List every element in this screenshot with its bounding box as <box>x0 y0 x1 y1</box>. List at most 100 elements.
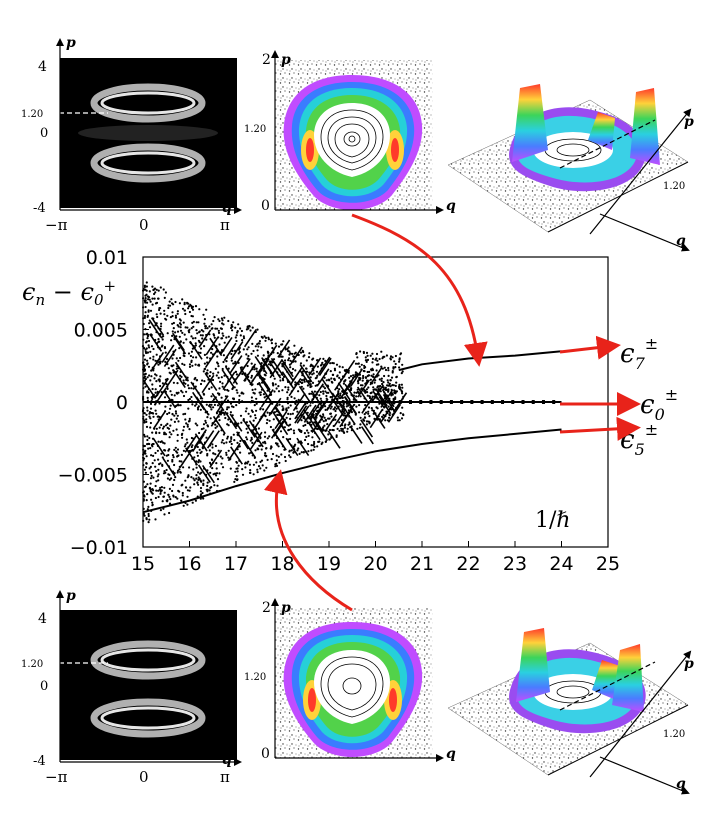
level-point <box>300 385 303 388</box>
level-point <box>220 337 223 340</box>
level-point <box>184 382 187 385</box>
level-point <box>254 388 257 391</box>
bottom-contour-p-label: p <box>281 600 291 616</box>
level-point <box>254 449 257 452</box>
level-point <box>161 456 164 459</box>
level-point <box>246 364 249 368</box>
level-point <box>367 386 370 389</box>
level-point <box>146 301 149 304</box>
level-point <box>175 391 178 394</box>
level-point <box>322 420 325 423</box>
level-point <box>361 379 364 382</box>
level-point <box>178 468 181 471</box>
level-point <box>330 377 333 380</box>
level-point <box>149 471 152 474</box>
level-streak <box>374 388 388 407</box>
level-point <box>199 382 203 386</box>
level-streak <box>277 339 291 358</box>
level-point <box>311 358 314 361</box>
level-point <box>171 334 174 337</box>
level-point <box>185 338 188 341</box>
level-point <box>159 486 162 489</box>
level-point <box>179 471 182 474</box>
level-point <box>325 394 328 398</box>
level-point <box>368 422 371 425</box>
level-point <box>187 387 191 390</box>
level-point <box>238 398 241 402</box>
level-point <box>173 463 176 467</box>
level-point <box>401 406 404 409</box>
level-point <box>346 427 349 430</box>
level-point <box>321 361 324 364</box>
level-point <box>297 447 300 450</box>
level-point <box>165 383 168 386</box>
level-point <box>202 427 205 430</box>
level-point <box>188 331 191 334</box>
level-point <box>265 454 268 457</box>
level-point <box>200 480 203 483</box>
level-point <box>222 334 225 337</box>
level-streak <box>273 418 287 437</box>
level-point <box>143 433 146 436</box>
level-streak <box>163 348 177 367</box>
level-point <box>194 363 197 366</box>
level-point <box>197 471 200 474</box>
level-point <box>199 351 202 354</box>
level-point <box>289 366 292 369</box>
level-point <box>247 346 250 349</box>
level-streak <box>311 383 324 402</box>
level-point <box>197 339 200 342</box>
spectrum-chart: 0.01 0.005 0 −0.005 −0.01 15 16 17 18 19 20 21 22 23… <box>22 247 678 575</box>
level-point <box>277 385 280 388</box>
level-point <box>194 404 197 407</box>
level-point <box>178 460 181 463</box>
level-point <box>322 413 325 416</box>
level-point <box>149 407 153 410</box>
level-point <box>216 327 219 330</box>
level-point <box>197 321 200 324</box>
level-point <box>190 314 193 318</box>
level-point <box>205 338 208 341</box>
level-point <box>155 480 158 483</box>
level-point <box>163 309 166 312</box>
level-point <box>157 479 160 482</box>
level-streak <box>152 411 166 430</box>
level-point <box>188 328 191 331</box>
level-point <box>181 436 184 439</box>
level-point <box>143 419 146 422</box>
level-point <box>206 481 209 484</box>
level-streak <box>280 362 294 382</box>
level-point <box>199 460 202 463</box>
level-point <box>146 409 149 412</box>
level-point <box>155 470 158 473</box>
level-point <box>143 468 146 471</box>
level-point <box>282 436 285 439</box>
level-streak <box>281 371 295 390</box>
level-point <box>168 436 171 439</box>
level-point <box>189 354 192 358</box>
level-point <box>257 465 261 468</box>
level-point <box>142 512 145 516</box>
level-point <box>193 456 196 459</box>
level-point <box>265 422 268 425</box>
level-point <box>208 489 211 492</box>
level-point <box>182 449 185 452</box>
x-tick-label: 21 <box>410 553 434 575</box>
level-point <box>196 445 199 449</box>
level-point <box>240 392 243 395</box>
level-streak <box>209 449 223 468</box>
level-point <box>242 348 245 351</box>
level-point <box>166 477 169 480</box>
level-point <box>142 409 145 412</box>
level-point <box>356 362 360 365</box>
level-point <box>232 362 235 365</box>
level-point <box>159 509 162 512</box>
level-point <box>183 303 186 306</box>
x-tick-label: 22 <box>456 553 480 575</box>
level-streak <box>249 431 263 451</box>
level-point <box>237 323 240 326</box>
level-point <box>167 306 170 310</box>
level-point <box>395 381 398 384</box>
level-streak <box>308 357 322 376</box>
